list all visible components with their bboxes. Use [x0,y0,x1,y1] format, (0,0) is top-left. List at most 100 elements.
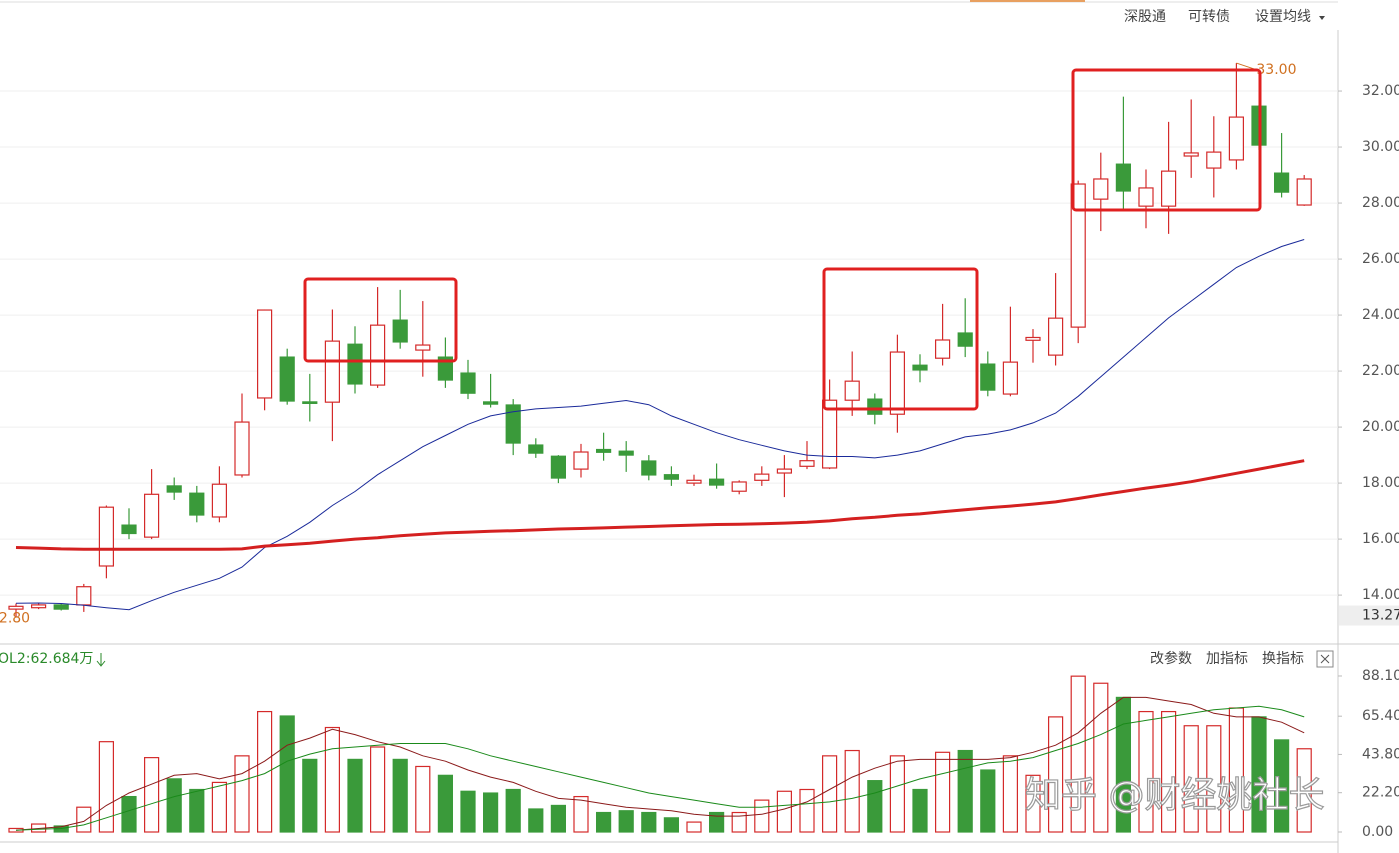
volume-bar [1093,682,1109,833]
candle-body [821,399,838,469]
ma-line [15,696,1305,831]
candle-body [550,455,567,479]
y-tick-label: 30.00 [1362,139,1399,155]
volume-bar [392,758,408,833]
candle-body [980,363,996,391]
volume-bar [1047,716,1064,833]
volume-bar [1002,755,1019,833]
y-tick-label: 16.00 [1362,531,1399,547]
last-price-box [1339,605,1399,626]
y-tick-label: 65.40 [1362,708,1399,724]
down-arrow [96,653,106,667]
ma-line [15,705,1305,831]
volume-bar [144,757,160,833]
candle-body [437,356,453,381]
candle-body [889,351,906,415]
candle-body [460,372,476,394]
candle-body [1228,116,1245,161]
candle-body [505,404,521,444]
candle-body [686,479,702,484]
volume-bar [302,758,318,833]
volume-bar [686,821,702,833]
candle-body [867,398,883,415]
candle-body [31,604,47,609]
volume-bar [573,795,589,833]
volume-bar [211,781,227,833]
y-tick-label: 14.00 [1362,587,1399,603]
y-tick-label: 28.00 [1362,195,1399,211]
candle-body [799,460,815,467]
volume-bar [234,755,250,833]
candle-body [1070,183,1086,328]
toolbar-item[interactable]: 可转债 [1188,9,1230,25]
y-tick-label: 18.00 [1362,475,1399,491]
volume-bar [821,755,838,833]
candle-body [144,493,160,538]
tab-accent [970,0,1085,2]
volume-bar [189,788,205,833]
candle-body [1002,361,1019,395]
candle-body [189,492,205,516]
volume-bar [1296,748,1312,833]
volume-bar [618,810,634,833]
ma-line [15,239,1305,611]
candle-body [1093,178,1109,200]
candle-body [392,319,408,343]
volume-bar [324,726,340,833]
candle-body [912,364,928,371]
min-label: 12.80 [0,611,30,627]
volume-bar [799,788,815,833]
toolbar-item[interactable]: 深股通 [1124,9,1166,25]
volume-bar [754,799,770,833]
candle-body [731,481,747,492]
candle-body [528,444,544,454]
candle-body [934,339,951,359]
volume-bar [121,795,137,833]
volume-bar [460,790,476,833]
volume-bar [663,817,680,833]
candle-body [8,605,24,610]
candle-body [302,401,318,404]
y-tick-label: 26.00 [1362,251,1399,267]
candle-body [1115,163,1132,192]
volume-bar [1025,774,1041,833]
volume-bar [528,808,544,833]
volume-bar [415,765,431,833]
candle-body [370,324,386,386]
candle-body [53,604,69,610]
indicator-button[interactable]: 改参数 [1150,650,1192,667]
volume-bar [370,746,386,833]
indicator-button[interactable]: 加指标 [1206,651,1248,667]
candle-body [1025,336,1041,341]
candle-body [708,478,725,486]
close-button[interactable] [1316,650,1334,668]
volume-bar [776,790,793,833]
y-tick-label: 22.00 [1362,363,1399,379]
candle-body [1273,172,1290,193]
volume-bar [595,811,612,833]
candle-body [1206,151,1222,169]
volume-bar [641,811,657,833]
volume-bar [279,715,295,833]
volume-bar [844,749,860,833]
ma-line [15,459,1305,551]
candle-body [483,401,499,405]
candle-body [347,343,363,385]
volume-bar [483,792,499,833]
candle-body [641,460,657,476]
volume-bar [437,774,453,833]
toolbar-item[interactable]: 设置均线 [1255,9,1311,25]
volume-bar [166,778,182,833]
volume-bar [1070,675,1086,833]
volume-bar [1160,710,1177,833]
candle-body [234,421,250,476]
candle-body [415,344,431,351]
volume-bar [347,758,363,833]
candle-body [211,483,227,518]
volume-bar [1138,710,1154,833]
candle-body [957,332,973,347]
candle-body [618,450,634,456]
dropdown-arrow [1319,16,1325,20]
indicator-button[interactable]: 换指标 [1262,650,1304,667]
